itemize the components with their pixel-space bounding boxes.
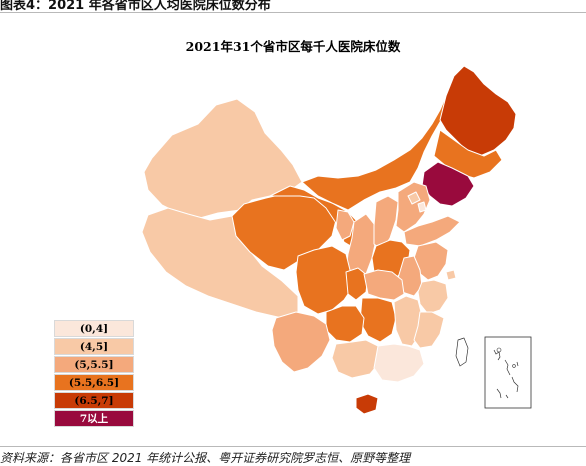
bottom-divider bbox=[0, 446, 586, 447]
province-hunan bbox=[359, 297, 397, 343]
figure-label: 图表4：2021 年各省市区人均医院床位数分布 bbox=[0, 0, 271, 13]
province-guangdong bbox=[373, 343, 425, 383]
province-hainan bbox=[355, 393, 379, 415]
chart-title: 2021年31个省市区每千人医院床位数 bbox=[185, 39, 401, 54]
province-yunnan bbox=[271, 311, 331, 373]
legend-item: (6.5,7] bbox=[54, 392, 134, 409]
china-map bbox=[141, 65, 532, 415]
province-fujian bbox=[413, 311, 445, 349]
legend-item: (5,5.5] bbox=[54, 356, 134, 373]
province-taiwan bbox=[455, 337, 469, 367]
province-beijing bbox=[407, 191, 421, 205]
source-note: 资料来源：各省市区 2021 年统计公报、粤开证券研究院罗志恒、原野等整理 bbox=[0, 451, 411, 465]
province-chongqing bbox=[345, 267, 369, 301]
legend: (0,4] (4,5] (5,5.5] (5.5,6.5] (6.5,7] 7以上 bbox=[54, 320, 134, 428]
province-heilongjiang bbox=[439, 65, 517, 157]
province-guangxi bbox=[331, 339, 381, 379]
province-layer bbox=[141, 65, 517, 415]
legend-item: (4,5] bbox=[54, 338, 134, 355]
province-hebei bbox=[395, 181, 431, 233]
province-ningxia bbox=[335, 209, 355, 241]
province-sichuan bbox=[295, 245, 353, 315]
province-shanghai bbox=[445, 269, 457, 281]
province-tianjin bbox=[417, 201, 427, 213]
province-shandong bbox=[403, 215, 461, 247]
south-china-sea-inset bbox=[484, 336, 532, 409]
province-hubei bbox=[363, 269, 405, 301]
legend-item: (5.5,6.5] bbox=[54, 374, 134, 391]
province-guizhou bbox=[325, 305, 365, 343]
top-divider bbox=[0, 12, 586, 13]
province-zhejiang bbox=[417, 279, 449, 315]
legend-item: 7以上 bbox=[54, 410, 134, 427]
legend-item: (0,4] bbox=[54, 320, 134, 337]
province-shanxi bbox=[373, 195, 399, 251]
